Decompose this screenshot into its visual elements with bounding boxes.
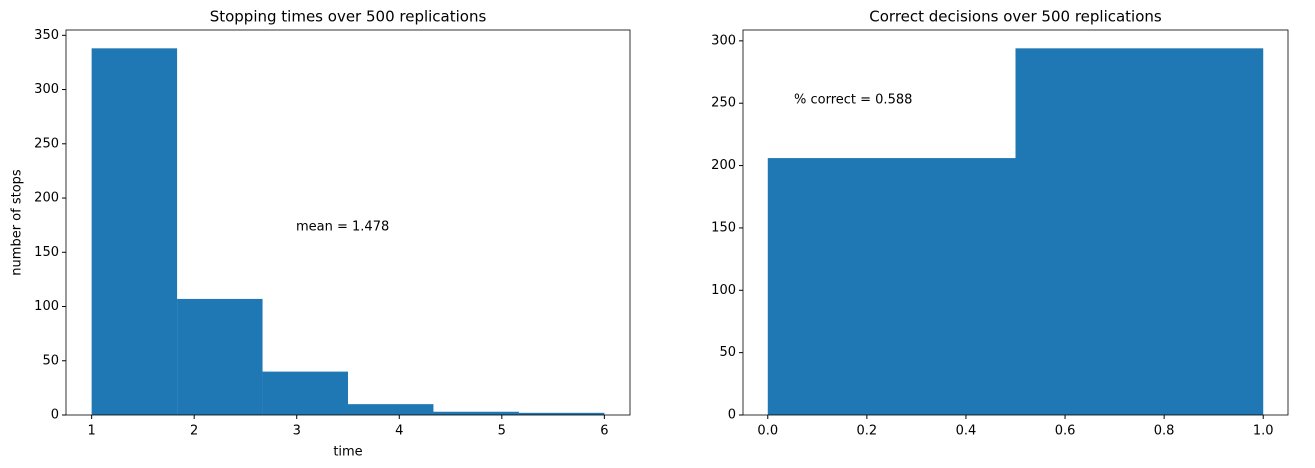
annotation: mean = 1.478 (296, 220, 389, 235)
x-tick-label: 4 (395, 424, 403, 439)
bar (348, 404, 434, 415)
x-axis-label: time (333, 445, 362, 460)
bar (518, 412, 605, 415)
y-tick-label: 0 (728, 408, 736, 423)
x-tick-label: 0.6 (1055, 424, 1076, 439)
y-tick-label: 100 (34, 299, 59, 314)
y-tick-label: 300 (34, 82, 59, 97)
bar (433, 411, 519, 415)
bar (177, 298, 263, 415)
chart-title: Correct decisions over 500 replications (869, 8, 1162, 26)
axes-frame (742, 29, 1289, 416)
x-tick-label: 0.2 (857, 424, 878, 439)
bar (767, 158, 1016, 415)
y-tick-label: 250 (34, 136, 59, 151)
annotation: % correct = 0.588 (794, 93, 912, 108)
x-tick-label: 1 (87, 424, 95, 439)
bar (91, 48, 178, 415)
y-tick-label: 100 (711, 283, 736, 298)
chart-title: Stopping times over 500 replications (210, 8, 487, 26)
bar (1015, 48, 1264, 415)
x-tick-label: 3 (293, 424, 301, 439)
x-tick-label: 1.0 (1253, 424, 1274, 439)
x-tick-label: 0.8 (1154, 424, 1175, 439)
y-tick-label: 50 (719, 345, 736, 360)
y-tick-label: 50 (42, 353, 59, 368)
x-tick-label: 2 (190, 424, 198, 439)
x-tick-label: 5 (498, 424, 506, 439)
y-tick-label: 350 (34, 28, 59, 43)
bar (262, 371, 348, 415)
x-tick-label: 0.0 (757, 424, 778, 439)
y-tick-label: 200 (711, 158, 736, 173)
y-tick-label: 200 (34, 191, 59, 206)
y-tick-label: 150 (34, 245, 59, 260)
y-tick-label: 250 (711, 96, 736, 111)
y-tick-label: 0 (51, 408, 59, 423)
y-tick-label: 150 (711, 220, 736, 235)
y-tick-label: 300 (711, 33, 736, 48)
axes-frame (65, 29, 631, 416)
y-axis-label: number of stops (10, 169, 25, 276)
x-tick-label: 0.4 (956, 424, 977, 439)
x-tick-label: 6 (600, 424, 608, 439)
